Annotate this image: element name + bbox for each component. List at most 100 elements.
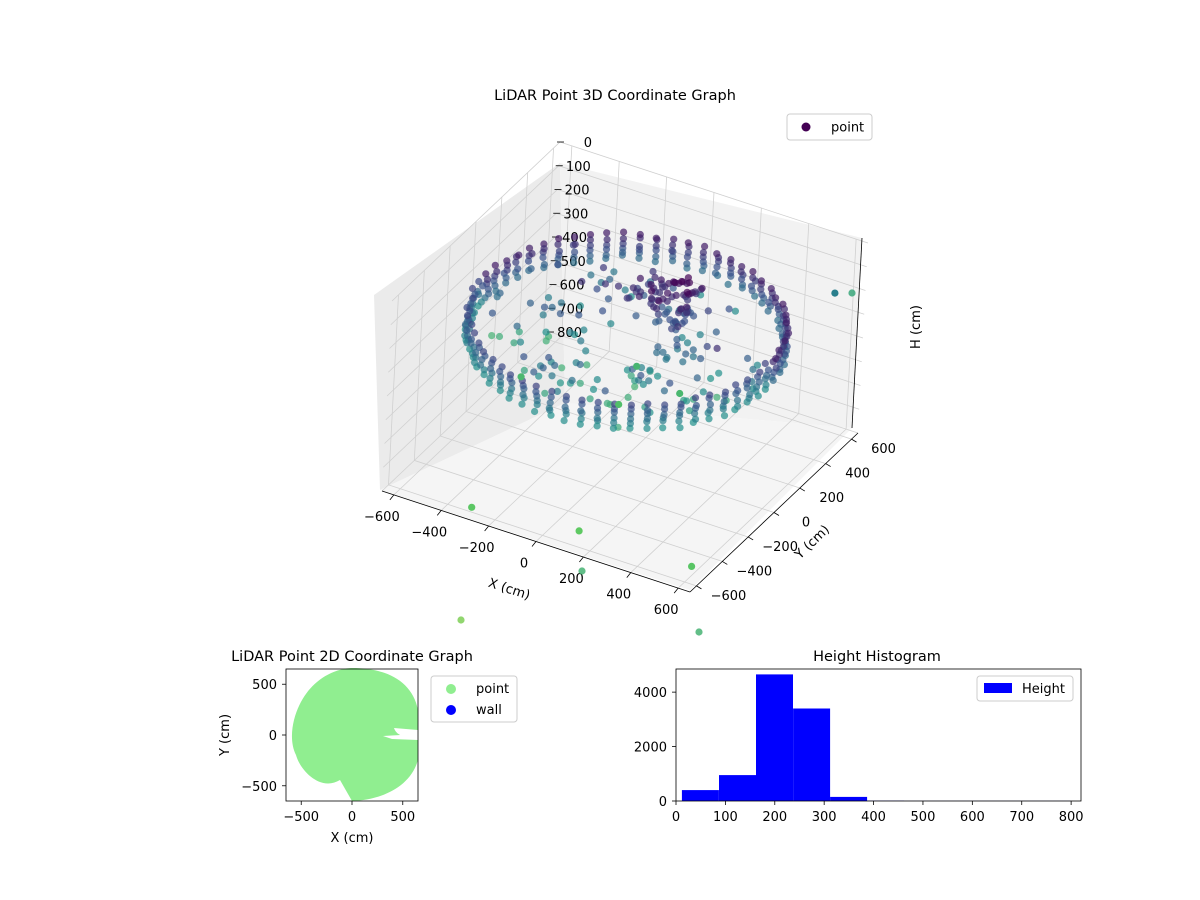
lidar-point xyxy=(749,365,757,373)
x-tick-label: −200 xyxy=(459,541,495,556)
lidar-outlier xyxy=(633,362,641,370)
lidar-point xyxy=(738,284,746,292)
lidar-point xyxy=(477,298,485,306)
lidar-point xyxy=(496,367,504,375)
lidar-outlier xyxy=(457,616,465,624)
lidar-point xyxy=(645,377,653,385)
legend-2d: point wall xyxy=(430,675,518,723)
lidar-point xyxy=(547,393,555,401)
lidar-point xyxy=(713,250,721,258)
lidar-point xyxy=(531,407,539,416)
lidar-point xyxy=(691,415,700,423)
y-tick-label: 400 xyxy=(845,467,870,482)
lidar-point xyxy=(603,399,611,407)
lidar-point xyxy=(654,310,663,318)
lidar-point xyxy=(767,285,775,293)
lidar-point xyxy=(683,303,691,311)
lidar-point xyxy=(775,324,783,332)
lidar-point xyxy=(488,309,496,317)
lidar-point xyxy=(593,376,601,384)
lidar-point xyxy=(583,361,591,369)
lidar-point xyxy=(601,387,609,395)
lidar-point xyxy=(570,253,578,261)
lidar-point xyxy=(721,388,730,396)
lidar-point xyxy=(683,397,691,405)
lidar-point xyxy=(779,300,787,308)
x-tick xyxy=(436,510,442,516)
lidar-point xyxy=(586,257,594,265)
lidar-point xyxy=(570,259,578,267)
ticks-2d: −500 0 500 500 0 −500 xyxy=(241,678,415,825)
lidar-point xyxy=(654,372,662,380)
lidar-point xyxy=(539,311,547,319)
lidar-point xyxy=(639,380,647,388)
lidar-point xyxy=(764,307,772,315)
lidar-point xyxy=(589,385,598,393)
lidar-point xyxy=(540,245,548,253)
lidar-point xyxy=(491,282,499,290)
lidar-point xyxy=(506,375,514,383)
lidar-point xyxy=(693,374,701,382)
lidar-point xyxy=(738,263,746,271)
legend-2d-point-marker xyxy=(446,684,456,694)
lidar-point xyxy=(782,311,790,319)
lidar-point xyxy=(542,328,550,336)
lidar-point xyxy=(655,317,663,325)
lidar-point xyxy=(738,275,746,283)
lidar-point xyxy=(603,229,611,237)
lidar-point xyxy=(542,337,550,345)
lidar-point xyxy=(515,328,523,336)
lidar-point xyxy=(689,353,697,361)
lidar-point xyxy=(479,348,488,356)
y-tick-label: 0 xyxy=(802,516,810,531)
lidar-point xyxy=(747,282,756,290)
lidar-point xyxy=(594,398,602,406)
chart-histogram: Height Histogram 0 100 200 300 400 500 600 700 8… xyxy=(634,649,1084,825)
x-tick-label-hist: 500 xyxy=(911,810,936,825)
lidar-point xyxy=(764,366,773,374)
lidar-point xyxy=(554,261,562,269)
y-tick-label-hist: 0 xyxy=(659,795,667,810)
lidar-point xyxy=(690,312,698,320)
z-tick-label: 100 xyxy=(566,160,591,175)
lidar-point xyxy=(510,339,518,347)
lidar-point xyxy=(566,328,574,336)
lidar-point xyxy=(577,337,585,345)
lidar-point xyxy=(643,424,651,432)
lidar-point xyxy=(733,396,742,404)
lidar-point xyxy=(557,299,565,307)
lidar-point xyxy=(649,267,657,276)
lidar-point xyxy=(539,253,547,262)
lidar-point xyxy=(758,299,766,307)
lidar-point xyxy=(769,376,777,384)
lidar-point xyxy=(659,348,667,356)
point-cloud-2d xyxy=(291,668,418,801)
lidar-point xyxy=(659,424,667,432)
lidar-point xyxy=(544,294,553,302)
lidar-point xyxy=(586,236,595,244)
lidar-point xyxy=(478,356,486,364)
lidar-point xyxy=(586,241,595,250)
lidar-point xyxy=(692,401,701,410)
lidar-point xyxy=(496,378,505,386)
y-tick xyxy=(825,463,831,467)
lidar-point xyxy=(724,280,732,288)
lidar-point xyxy=(532,382,540,390)
lidar-point xyxy=(756,368,764,376)
y-tick-label: −400 xyxy=(736,564,772,579)
lidar-point xyxy=(540,260,549,269)
legend-histogram-swatch xyxy=(984,683,1012,693)
lidar-point xyxy=(553,387,562,395)
lidar-point xyxy=(699,248,708,257)
x-tick xyxy=(579,556,584,563)
lidar-outlier xyxy=(578,567,586,575)
lidar-point xyxy=(743,384,751,392)
lidar-point xyxy=(568,376,576,384)
lidar-point xyxy=(623,294,631,302)
lidar-point xyxy=(762,381,770,389)
lidar-point xyxy=(620,228,628,236)
lidar-point xyxy=(619,235,628,243)
lidar-point xyxy=(737,268,745,276)
chart-3d: LiDAR Point 3D Coordinate Graph −600 −400… xyxy=(364,88,924,636)
lidar-point xyxy=(514,265,522,273)
